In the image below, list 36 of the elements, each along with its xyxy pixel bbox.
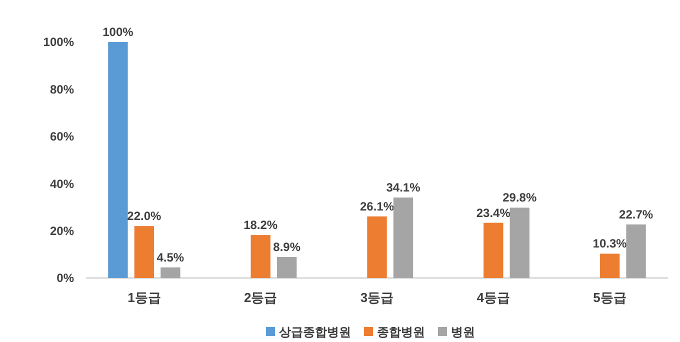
bar xyxy=(277,256,297,278)
bar xyxy=(484,222,504,278)
bar xyxy=(626,224,646,278)
data-label: 23.4% xyxy=(476,206,511,220)
bar xyxy=(510,208,530,278)
data-label: 34.1% xyxy=(386,180,421,195)
bar xyxy=(393,198,414,278)
y-tick-label: 60% xyxy=(50,130,74,144)
data-label: 4.5% xyxy=(156,250,184,264)
data-label: 18.2% xyxy=(244,218,278,232)
data-label: 100% xyxy=(102,25,134,39)
x-tick-label: 5등급 xyxy=(593,290,626,305)
legend-label: 상급종합병원 xyxy=(278,325,351,340)
bar xyxy=(250,235,270,278)
x-tick-label: 4등급 xyxy=(476,290,510,305)
data-label: 10.3% xyxy=(592,236,628,251)
x-tick-label: 1등급 xyxy=(128,290,161,305)
bar xyxy=(367,216,387,278)
data-label: 22.7% xyxy=(619,207,654,222)
y-tick-label: 100% xyxy=(43,35,74,50)
data-label: 29.8% xyxy=(502,190,537,205)
x-tick-label: 3등급 xyxy=(360,290,394,305)
data-label: 8.9% xyxy=(273,240,301,254)
data-label: 26.1% xyxy=(360,199,394,214)
legend-label: 병원 xyxy=(451,325,475,340)
bar xyxy=(108,42,128,278)
bar xyxy=(600,254,620,278)
y-tick-label: 80% xyxy=(50,82,74,96)
y-tick-label: 0% xyxy=(56,271,74,286)
y-tick-label: 20% xyxy=(50,224,74,238)
x-tick-label: 2등급 xyxy=(244,290,278,305)
data-label: 22.0% xyxy=(127,209,162,224)
legend-label: 종합병원 xyxy=(377,325,425,340)
bar xyxy=(134,226,154,278)
bar xyxy=(160,267,180,278)
y-tick-label: 40% xyxy=(50,176,74,191)
